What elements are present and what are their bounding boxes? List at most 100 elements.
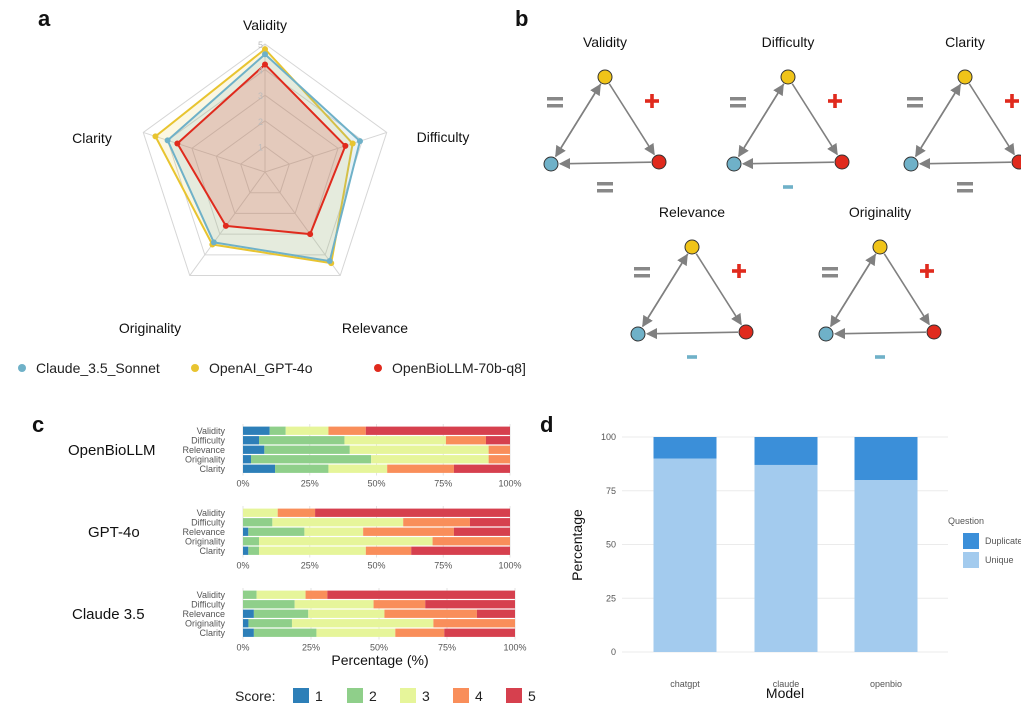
bar-claude-unique <box>754 464 818 652</box>
radar-axis-label-clarity: Clarity <box>72 130 112 146</box>
row-label-relevance: Relevance <box>182 527 225 537</box>
bar-segment-gpt-4o-clarity-score-5 <box>411 546 510 555</box>
triangle-clarity: Clarity <box>903 34 1021 193</box>
triangle-edge <box>741 158 835 170</box>
sign-left <box>822 267 838 271</box>
bar-segment-openbiollm-originality-score-1 <box>243 455 252 464</box>
radar-point-openai-gpt-4o-clarity <box>152 133 159 140</box>
bar-segment-claude-3-5-difficulty-score-4 <box>373 600 426 609</box>
radar-point-openai-gpt-4o-validity <box>262 46 268 53</box>
triangle-validity: Validity <box>543 34 667 193</box>
triangle-edge <box>883 253 930 326</box>
y-tick-label: 25 <box>606 593 616 603</box>
bar-segment-claude-3-5-validity-score-5 <box>327 590 515 599</box>
x-tick-label: 50% <box>367 479 385 489</box>
radar-point-openbiollm-70b-q8-originality <box>222 222 229 229</box>
y-tick-label: 100 <box>601 432 616 442</box>
bar-segment-gpt-4o-originality-score-2 <box>243 537 260 546</box>
bar-segment-claude-3-5-clarity-score-1 <box>243 628 254 637</box>
radar-tick-label: 1 <box>258 142 263 152</box>
score-legend: Score: 1 2 3 4 5 <box>235 688 536 704</box>
bar-segment-claude-3-5-relevance-score-3 <box>308 609 385 618</box>
bar-segment-claude-3-5-validity-score-3 <box>256 590 306 599</box>
sign-right <box>925 264 929 278</box>
bar-segment-gpt-4o-difficulty-score-2 <box>243 518 273 527</box>
node-left <box>726 156 742 172</box>
radar-axis-label-validity: Validity <box>243 17 287 33</box>
node-left <box>630 326 646 342</box>
node-top <box>872 239 888 255</box>
x-tick-label: 100% <box>503 643 526 653</box>
group-label-openbiollm: OpenBioLLM <box>68 442 156 459</box>
bar-segment-claude-3-5-originality-score-1 <box>243 619 249 628</box>
radar-spoke-difficulty <box>264 131 387 173</box>
node-top <box>597 69 613 85</box>
bar-segment-claude-3-5-difficulty-score-5 <box>425 600 515 609</box>
bar-openbio-duplicate <box>854 437 918 480</box>
score-legend-label-2: 2 <box>369 688 377 704</box>
bar-segment-openbiollm-clarity-score-1 <box>243 464 276 473</box>
triangle-edge <box>833 328 927 340</box>
sign-left <box>547 104 563 108</box>
x-tick-label: 75% <box>438 643 456 653</box>
dup-legend-label-duplicate: Duplicate <box>985 536 1021 546</box>
x-tick-label: 50% <box>367 561 385 571</box>
sign-left <box>907 104 923 108</box>
sign-bottom <box>597 189 613 193</box>
radar-point-openbiollm-70b-q8-relevance <box>307 231 314 238</box>
node-left <box>903 156 919 172</box>
triangle-edge <box>555 83 601 157</box>
bar-segment-openbiollm-clarity-score-2 <box>275 464 329 473</box>
bar-segment-openbiollm-relevance-score-2 <box>264 445 350 454</box>
radar-point-openbiollm-70b-q8-validity <box>262 61 268 68</box>
bar-segment-gpt-4o-difficulty-score-3 <box>272 518 404 527</box>
score-legend-swatch-5 <box>506 688 522 703</box>
bar-segment-openbiollm-originality-score-4 <box>488 455 510 464</box>
bar-segment-gpt-4o-relevance-score-5 <box>453 527 510 536</box>
triangle-relevance: Relevance <box>630 204 754 359</box>
stacked-x-axis-label: Percentage (%) <box>331 652 428 668</box>
score-legend-swatch-2 <box>347 688 363 703</box>
bar-segment-gpt-4o-validity-score-3 <box>243 508 278 517</box>
sign-left <box>634 274 650 278</box>
row-label-difficulty: Difficulty <box>191 518 225 528</box>
bar-segment-gpt-4o-clarity-score-4 <box>365 546 412 555</box>
panel-label-d: d <box>540 412 553 437</box>
bar-openbio-unique <box>854 480 918 652</box>
legend-marker-openbiollm-70b-q8 <box>374 364 382 372</box>
bar-segment-openbiollm-difficulty-score-4 <box>445 436 486 445</box>
node-right <box>834 154 850 170</box>
bar-segment-claude-3-5-clarity-score-4 <box>395 628 445 637</box>
bar-segment-openbiollm-validity-score-1 <box>243 426 270 435</box>
bar-segment-openbiollm-validity-score-3 <box>285 426 329 435</box>
bar-segment-claude-3-5-originality-score-3 <box>291 619 434 628</box>
bar-segment-claude-3-5-relevance-score-2 <box>253 609 309 618</box>
radar-point-openbiollm-70b-q8-difficulty <box>342 142 349 149</box>
sign-right <box>650 94 654 108</box>
bar-segment-claude-3-5-originality-score-4 <box>433 619 515 628</box>
sign-bottom <box>957 189 973 193</box>
node-top <box>684 239 700 255</box>
bar-segment-claude-3-5-clarity-score-3 <box>316 628 396 637</box>
group-claude-3-5: Claude 3.5 ValidityDifficultyRelevanceOri… <box>72 588 527 653</box>
bar-segment-gpt-4o-difficulty-score-5 <box>469 518 510 527</box>
sign-right <box>833 94 837 108</box>
sign-bottom <box>597 182 613 186</box>
sign-bottom <box>783 185 793 189</box>
triangle-edge <box>918 158 1012 170</box>
radar-grid-ring <box>191 94 339 235</box>
sign-right <box>1010 94 1014 108</box>
bar-segment-openbiollm-clarity-score-4 <box>387 464 454 473</box>
sign-right <box>737 264 741 278</box>
bar-segment-gpt-4o-clarity-score-3 <box>259 546 366 555</box>
radar-point-openai-gpt-4o-difficulty <box>349 140 356 147</box>
score-legend-label-3: 3 <box>422 688 430 704</box>
sign-bottom <box>957 182 973 186</box>
bar-segment-openbiollm-validity-score-2 <box>269 426 286 435</box>
duplicate-bar-chart: 0 25 50 75 100 chatgpt claude openbio <box>601 432 948 689</box>
triangle-originality: Originality <box>818 204 942 359</box>
node-right <box>1011 154 1021 170</box>
radar-axis-label-originality: Originality <box>119 320 181 336</box>
radar-tick-label: 3 <box>258 91 263 101</box>
